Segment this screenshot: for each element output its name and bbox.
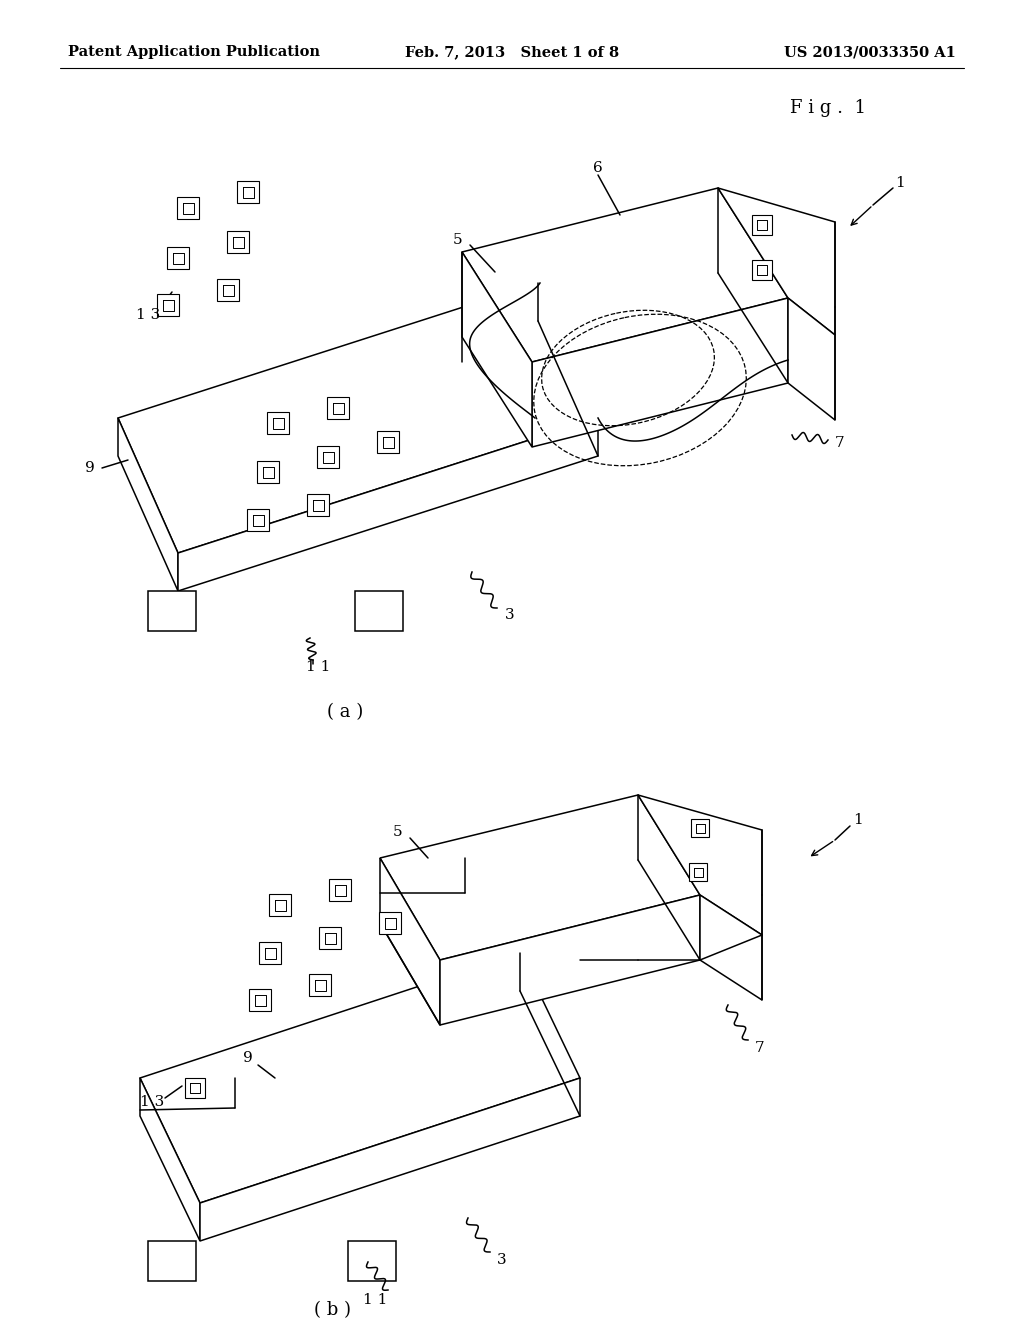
Text: 3: 3 [505,609,515,622]
Text: Patent Application Publication: Patent Application Publication [68,45,319,59]
Polygon shape [379,912,401,935]
Text: US 2013/0033350 A1: US 2013/0033350 A1 [784,45,956,59]
Text: Feb. 7, 2013   Sheet 1 of 8: Feb. 7, 2013 Sheet 1 of 8 [404,45,620,59]
Text: 1 1: 1 1 [306,660,330,675]
Text: 1 3: 1 3 [136,308,160,322]
Polygon shape [257,461,279,483]
Polygon shape [380,858,440,1026]
Polygon shape [267,412,289,434]
Polygon shape [309,974,331,997]
Polygon shape [140,953,580,1203]
Polygon shape [237,181,259,203]
Polygon shape [752,260,772,280]
Polygon shape [200,1078,580,1241]
Polygon shape [440,895,700,1026]
Polygon shape [348,1241,396,1280]
Text: 3: 3 [498,1253,507,1267]
Text: 9: 9 [85,461,95,475]
Text: 1 3: 1 3 [140,1096,164,1109]
Polygon shape [532,298,788,447]
Polygon shape [329,879,351,902]
Text: 9: 9 [243,1051,253,1065]
Text: 7: 7 [755,1041,765,1055]
Text: ( b ): ( b ) [313,1302,350,1319]
Text: 5: 5 [454,234,463,247]
Polygon shape [148,591,196,631]
Polygon shape [689,863,707,880]
Polygon shape [269,894,291,916]
Polygon shape [718,187,835,335]
Polygon shape [259,942,281,964]
Text: 6: 6 [593,161,603,176]
Polygon shape [178,418,598,591]
Polygon shape [217,279,239,301]
Polygon shape [177,197,199,219]
Polygon shape [167,247,189,269]
Polygon shape [249,989,271,1011]
Polygon shape [691,818,709,837]
Text: 1 1: 1 1 [362,1294,387,1307]
Polygon shape [377,432,399,453]
Polygon shape [752,215,772,235]
Polygon shape [227,231,249,253]
Polygon shape [355,591,403,631]
Polygon shape [247,510,269,531]
Polygon shape [700,895,762,1001]
Text: F i g .  1: F i g . 1 [790,99,866,117]
Text: 1: 1 [853,813,863,828]
Polygon shape [317,446,339,469]
Text: ( a ): ( a ) [327,704,364,721]
Text: 1: 1 [895,176,905,190]
Polygon shape [319,927,341,949]
Text: 7: 7 [836,436,845,450]
Polygon shape [157,294,179,315]
Polygon shape [638,795,762,935]
Polygon shape [462,187,788,362]
Polygon shape [140,1078,200,1241]
Polygon shape [307,494,329,516]
Polygon shape [185,1078,205,1098]
Polygon shape [327,397,349,418]
Polygon shape [148,1241,196,1280]
Polygon shape [118,418,178,591]
Polygon shape [788,298,835,420]
Polygon shape [118,282,598,553]
Polygon shape [380,795,700,960]
Polygon shape [462,252,532,447]
Text: 5: 5 [393,825,402,840]
